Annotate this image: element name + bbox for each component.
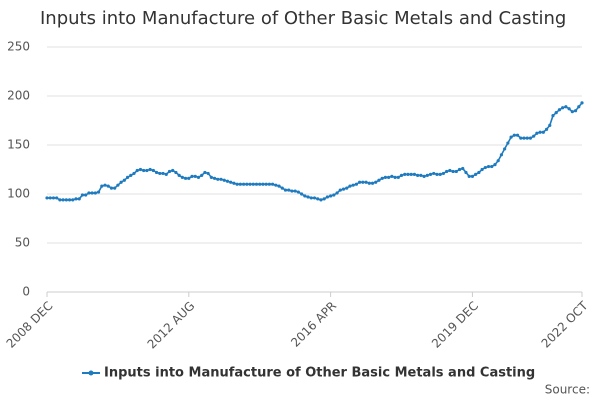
legend-label: Inputs into Manufacture of Other Basic M… bbox=[104, 366, 535, 381]
y-tick-label: 250 bbox=[7, 40, 30, 54]
y-tick-label: 0 bbox=[22, 285, 30, 299]
line-series bbox=[45, 101, 584, 202]
x-tick-label: 2008 DEC bbox=[4, 299, 56, 351]
source: Source: bbox=[545, 383, 590, 397]
legend-marker bbox=[88, 370, 94, 376]
y-tick-label: 100 bbox=[7, 187, 30, 201]
x-tick-label: 2019 DEC bbox=[429, 299, 481, 351]
x-tick-label: 2012 AUG bbox=[145, 299, 198, 352]
x-tick-label: 2016 APR bbox=[288, 299, 339, 350]
y-tick-label: 200 bbox=[7, 89, 30, 103]
y-tick-label: 150 bbox=[7, 138, 30, 152]
y-tick-label: 50 bbox=[15, 236, 30, 250]
x-tick-label: 2022 OCT bbox=[539, 298, 591, 350]
chart-title: Inputs into Manufacture of Other Basic M… bbox=[40, 8, 566, 29]
